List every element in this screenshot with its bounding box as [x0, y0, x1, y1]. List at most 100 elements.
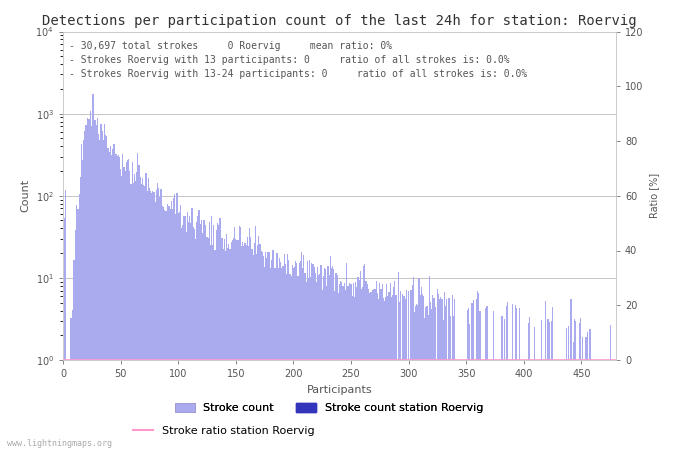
Bar: [499, 360, 500, 450]
Bar: [199, 224, 201, 450]
Bar: [125, 171, 126, 450]
Bar: [556, 360, 558, 450]
Bar: [202, 233, 203, 450]
Bar: [66, 360, 67, 450]
Bar: [400, 291, 401, 450]
Bar: [276, 253, 278, 450]
Bar: [529, 317, 530, 450]
Bar: [473, 300, 474, 450]
Bar: [84, 131, 85, 450]
Bar: [148, 178, 149, 450]
Bar: [174, 194, 175, 450]
Bar: [218, 225, 219, 450]
Bar: [474, 360, 475, 450]
Bar: [264, 267, 265, 450]
Bar: [387, 296, 388, 450]
Bar: [550, 360, 551, 450]
Bar: [341, 283, 342, 450]
Bar: [369, 292, 370, 450]
Bar: [613, 360, 615, 450]
Bar: [428, 315, 429, 450]
Bar: [398, 272, 399, 450]
Bar: [165, 211, 166, 450]
Bar: [247, 237, 248, 450]
Bar: [240, 227, 241, 450]
Bar: [377, 293, 378, 450]
Bar: [460, 360, 461, 450]
Bar: [212, 245, 214, 450]
Bar: [408, 291, 409, 450]
Bar: [273, 250, 274, 450]
Bar: [301, 252, 302, 450]
Bar: [190, 224, 192, 450]
Bar: [324, 268, 325, 450]
Bar: [385, 297, 386, 450]
Bar: [500, 360, 501, 450]
Bar: [272, 250, 273, 450]
Bar: [486, 306, 487, 450]
Bar: [348, 286, 349, 450]
Bar: [260, 251, 262, 450]
Bar: [378, 299, 379, 450]
Bar: [117, 156, 118, 450]
Bar: [402, 294, 403, 450]
Bar: [407, 360, 408, 450]
Bar: [105, 135, 106, 450]
Bar: [393, 288, 394, 450]
Bar: [121, 176, 122, 450]
Bar: [496, 360, 497, 450]
Bar: [447, 360, 449, 450]
Bar: [246, 244, 247, 450]
Bar: [469, 324, 470, 450]
Bar: [305, 283, 307, 450]
Y-axis label: Count: Count: [20, 179, 30, 212]
Bar: [356, 287, 358, 450]
Bar: [481, 360, 482, 450]
Bar: [421, 287, 422, 450]
Bar: [214, 250, 216, 450]
Bar: [353, 283, 354, 450]
Bar: [367, 284, 368, 450]
Bar: [287, 254, 288, 450]
Bar: [116, 154, 117, 450]
Bar: [197, 216, 198, 450]
Y-axis label: Ratio [%]: Ratio [%]: [649, 173, 659, 218]
Bar: [255, 226, 256, 450]
Bar: [399, 302, 400, 450]
Bar: [97, 118, 98, 450]
Bar: [208, 238, 209, 450]
Bar: [588, 360, 589, 450]
Bar: [158, 189, 159, 450]
Bar: [280, 262, 281, 450]
Bar: [194, 229, 195, 450]
Bar: [166, 211, 167, 450]
Bar: [83, 140, 84, 450]
Bar: [87, 118, 88, 450]
Bar: [477, 292, 478, 450]
Bar: [458, 360, 460, 450]
Bar: [444, 292, 445, 450]
Bar: [257, 245, 258, 450]
Bar: [520, 360, 521, 450]
Bar: [216, 230, 217, 450]
Bar: [454, 299, 455, 450]
Bar: [258, 236, 260, 450]
Bar: [489, 360, 490, 450]
Bar: [226, 234, 228, 450]
Bar: [299, 263, 300, 450]
Bar: [81, 144, 82, 450]
Bar: [80, 177, 81, 450]
Bar: [198, 210, 200, 450]
Bar: [584, 360, 585, 450]
Bar: [74, 260, 75, 450]
Bar: [128, 159, 130, 450]
Bar: [328, 275, 330, 450]
Bar: [549, 322, 550, 450]
Bar: [497, 360, 498, 450]
Bar: [552, 307, 553, 450]
Bar: [122, 154, 123, 450]
Bar: [531, 360, 533, 450]
Bar: [354, 297, 355, 450]
Bar: [505, 360, 506, 450]
Bar: [362, 287, 363, 450]
